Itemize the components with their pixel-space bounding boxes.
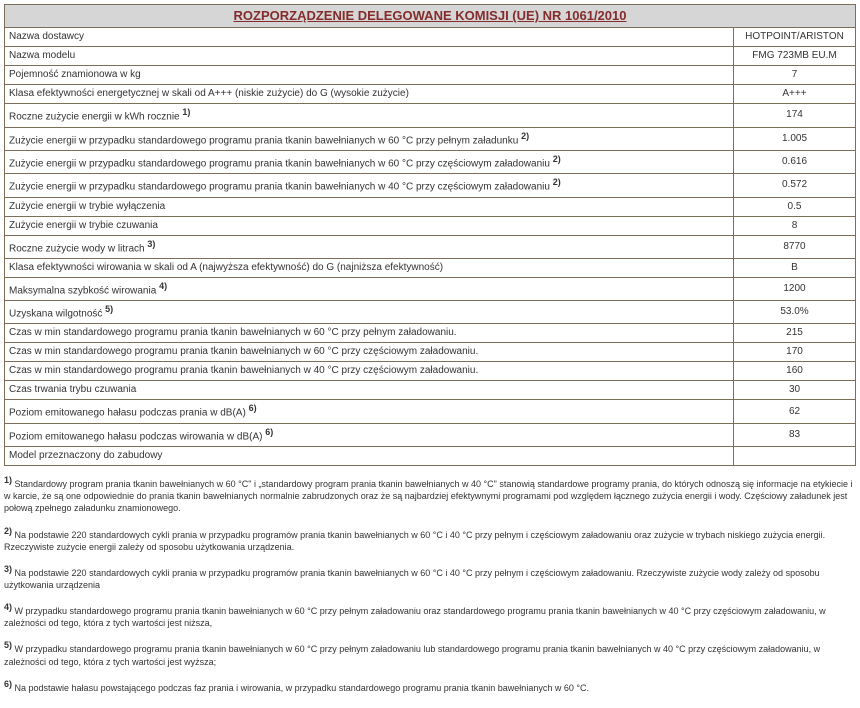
footnote: 4) W przypadku standardowego programu pr…: [4, 601, 856, 629]
spec-label-text: Zużycie energii w przypadku standardoweg…: [9, 135, 521, 146]
spec-label: Zużycie energii w przypadku standardoweg…: [5, 150, 734, 173]
spec-value: 174: [734, 104, 856, 127]
footnote-text: W przypadku standardowego programu prani…: [4, 644, 820, 666]
spec-label-text: Pojemność znamionowa w kg: [9, 69, 141, 80]
spec-label-text: Poziom emitowanego hałasu podczas wirowa…: [9, 431, 265, 442]
spec-value: 0.616: [734, 150, 856, 173]
footnote-text: Na podstawie 220 standardowych cykli pra…: [4, 568, 820, 590]
spec-label: Czas w min standardowego programu prania…: [5, 324, 734, 343]
spec-label: Pojemność znamionowa w kg: [5, 66, 734, 85]
spec-label: Roczne zużycie wody w litrach 3): [5, 235, 734, 258]
footnote-number: 6): [4, 679, 12, 689]
spec-label-text: Nazwa modelu: [9, 50, 75, 61]
footnote-number: 3): [4, 564, 12, 574]
spec-label-text: Model przeznaczony do zabudowy: [9, 450, 162, 461]
spec-value: [734, 447, 856, 466]
spec-value: 30: [734, 381, 856, 400]
spec-value: FMG 723MB EU.M: [734, 47, 856, 66]
spec-label: Uzyskana wilgotność 5): [5, 301, 734, 324]
document-title: ROZPORZĄDZENIE DELEGOWANE KOMISJI (UE) N…: [5, 5, 856, 28]
spec-label: Zużycie energii w trybie wyłączenia: [5, 197, 734, 216]
spec-label: Zużycie energii w przypadku standardoweg…: [5, 174, 734, 197]
spec-label: Klasa efektywności energetycznej w skali…: [5, 85, 734, 104]
spec-value: 7: [734, 66, 856, 85]
spec-label: Zużycie energii w przypadku standardoweg…: [5, 127, 734, 150]
spec-label-text: Zużycie energii w trybie wyłączenia: [9, 201, 165, 212]
spec-value: 83: [734, 423, 856, 446]
spec-label: Poziom emitowanego hałasu podczas wirowa…: [5, 423, 734, 446]
spec-label: Maksymalna szybkość wirowania 4): [5, 277, 734, 300]
spec-label-text: Nazwa dostawcy: [9, 31, 84, 42]
spec-label-footnote-ref: 6): [249, 403, 257, 413]
spec-value: 62: [734, 400, 856, 423]
spec-label: Poziom emitowanego hałasu podczas prania…: [5, 400, 734, 423]
spec-label-footnote-ref: 2): [553, 177, 561, 187]
spec-label-text: Czas trwania trybu czuwania: [9, 384, 136, 395]
footnote: 3) Na podstawie 220 standardowych cykli …: [4, 563, 856, 591]
spec-label: Nazwa dostawcy: [5, 28, 734, 47]
spec-value: 8: [734, 216, 856, 235]
spec-label-footnote-ref: 5): [105, 304, 113, 314]
spec-value: 215: [734, 324, 856, 343]
spec-label-text: Czas w min standardowego programu prania…: [9, 346, 478, 357]
spec-value: 170: [734, 343, 856, 362]
spec-label-text: Roczne zużycie energii w kWh rocznie: [9, 112, 182, 123]
spec-label: Nazwa modelu: [5, 47, 734, 66]
footnote: 2) Na podstawie 220 standardowych cykli …: [4, 525, 856, 553]
spec-label-text: Poziom emitowanego hałasu podczas prania…: [9, 408, 249, 419]
spec-value: 0.572: [734, 174, 856, 197]
footnote-text: Standardowy program prania tkanin bawełn…: [4, 479, 853, 513]
spec-label-footnote-ref: 1): [182, 107, 190, 117]
spec-label-text: Uzyskana wilgotność: [9, 308, 105, 319]
spec-label: Roczne zużycie energii w kWh rocznie 1): [5, 104, 734, 127]
specification-table: ROZPORZĄDZENIE DELEGOWANE KOMISJI (UE) N…: [4, 4, 856, 466]
footnote-number: 2): [4, 526, 12, 536]
spec-value: B: [734, 258, 856, 277]
spec-value: 8770: [734, 235, 856, 258]
spec-label: Model przeznaczony do zabudowy: [5, 447, 734, 466]
spec-label-footnote-ref: 4): [159, 281, 167, 291]
spec-label-footnote-ref: 2): [521, 131, 529, 141]
spec-value: HOTPOINT/ARISTON: [734, 28, 856, 47]
spec-label-footnote-ref: 6): [265, 427, 273, 437]
spec-label-text: Zużycie energii w trybie czuwania: [9, 220, 158, 231]
spec-value: 1200: [734, 277, 856, 300]
spec-value: 1.005: [734, 127, 856, 150]
spec-label-text: Maksymalna szybkość wirowania: [9, 285, 159, 296]
spec-value: A+++: [734, 85, 856, 104]
spec-label-text: Czas w min standardowego programu prania…: [9, 327, 457, 338]
spec-label-text: Czas w min standardowego programu prania…: [9, 365, 478, 376]
footnote: 1) Standardowy program prania tkanin baw…: [4, 474, 856, 514]
footnotes-block: 1) Standardowy program prania tkanin baw…: [4, 474, 856, 694]
spec-label: Zużycie energii w trybie czuwania: [5, 216, 734, 235]
spec-label-text: Roczne zużycie wody w litrach: [9, 243, 147, 254]
spec-value: 160: [734, 362, 856, 381]
footnote-number: 1): [4, 475, 12, 485]
spec-label: Czas w min standardowego programu prania…: [5, 343, 734, 362]
spec-label-footnote-ref: 3): [147, 239, 155, 249]
footnote: 6) Na podstawie hałasu powstającego podc…: [4, 678, 856, 694]
spec-value: 0.5: [734, 197, 856, 216]
spec-label: Czas trwania trybu czuwania: [5, 381, 734, 400]
spec-label-text: Zużycie energii w przypadku standardoweg…: [9, 158, 553, 169]
footnote-number: 5): [4, 640, 12, 650]
spec-label-text: Zużycie energii w przypadku standardoweg…: [9, 182, 553, 193]
spec-value: 53.0%: [734, 301, 856, 324]
footnote-text: Na podstawie hałasu powstającego podczas…: [12, 683, 589, 693]
spec-label-text: Klasa efektywności energetycznej w skali…: [9, 88, 409, 99]
footnote-text: W przypadku standardowego programu prani…: [4, 606, 826, 628]
spec-label: Klasa efektywności wirowania w skali od …: [5, 258, 734, 277]
spec-label-text: Klasa efektywności wirowania w skali od …: [9, 262, 443, 273]
footnote-number: 4): [4, 602, 12, 612]
spec-label: Czas w min standardowego programu prania…: [5, 362, 734, 381]
footnote-text: Na podstawie 220 standardowych cykli pra…: [4, 530, 825, 552]
footnote: 5) W przypadku standardowego programu pr…: [4, 639, 856, 667]
spec-label-footnote-ref: 2): [553, 154, 561, 164]
